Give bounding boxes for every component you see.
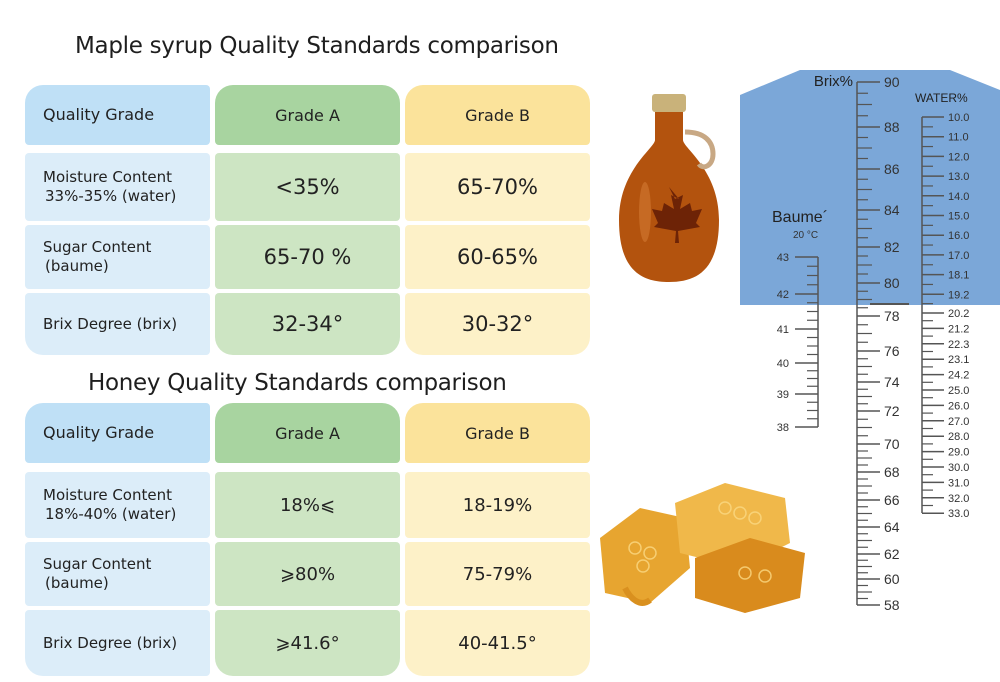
baume-tick-label: 40 bbox=[777, 358, 789, 370]
water-tick-label: 31.0 bbox=[948, 477, 969, 489]
row-sublabel: 18%-40% (water) bbox=[45, 505, 177, 523]
maple-row-label: Sugar Content (baume) bbox=[25, 225, 210, 289]
maple-row-label: Brix Degree (brix) bbox=[25, 293, 210, 355]
water-tick-label: 20.2 bbox=[948, 308, 969, 320]
water-tick-label: 27.0 bbox=[948, 416, 969, 428]
water-tick-label: 26.0 bbox=[948, 400, 969, 412]
maple-row-label: Moisture Content 33%-35% (water) bbox=[25, 153, 210, 221]
brix-tick-label: 74 bbox=[884, 374, 900, 390]
water-tick-label: 28.0 bbox=[948, 431, 969, 443]
brix-tick-label: 88 bbox=[884, 119, 900, 135]
water-tick-label: 23.1 bbox=[948, 354, 969, 366]
brix-tick-label: 78 bbox=[884, 308, 900, 324]
honey-grade-b-value: 40-41.5° bbox=[405, 610, 590, 676]
water-tick-label: 24.2 bbox=[948, 370, 969, 382]
water-tick-label: 25.0 bbox=[948, 385, 969, 397]
row-label: Moisture Content bbox=[43, 168, 172, 187]
scale-window bbox=[740, 70, 1000, 305]
row-sublabel: (baume) bbox=[45, 574, 109, 592]
maple-header-0: Quality Grade bbox=[25, 85, 210, 145]
maple-grade-b-value: 65-70% bbox=[405, 153, 590, 221]
brix-tick-label: 80 bbox=[884, 275, 900, 291]
brix-tick-label: 72 bbox=[884, 403, 900, 419]
honey-header-2: Grade B bbox=[405, 403, 590, 463]
honey-grade-a-value: ⩾80% bbox=[215, 542, 400, 606]
brix-tick-label: 86 bbox=[884, 161, 900, 177]
row-label: Sugar Content bbox=[43, 555, 152, 574]
water-tick-label: 32.0 bbox=[948, 493, 969, 505]
honey-grade-b-value: 18-19% bbox=[405, 472, 590, 538]
maple-header-2: Grade B bbox=[405, 85, 590, 145]
maple-grade-a-value: 32-34° bbox=[215, 293, 400, 355]
row-label: Sugar Content bbox=[43, 238, 152, 257]
water-tick-label: 15.0 bbox=[948, 211, 969, 223]
honey-row-label: Sugar Content (baume) bbox=[25, 542, 210, 606]
water-tick-label: 21.2 bbox=[948, 323, 969, 335]
brix-tick-label: 84 bbox=[884, 202, 900, 218]
maple-grade-b-value: 60-65% bbox=[405, 225, 590, 289]
maple-title: Maple syrup Quality Standards comparison bbox=[75, 33, 559, 59]
honey-header-0: Quality Grade bbox=[25, 403, 210, 463]
brix-tick-label: 68 bbox=[884, 464, 900, 480]
honey-header-1: Grade A bbox=[215, 403, 400, 463]
honey-title: Honey Quality Standards comparison bbox=[88, 370, 507, 396]
water-tick-label: 22.3 bbox=[948, 339, 969, 351]
baume-tick-label: 42 bbox=[777, 289, 789, 301]
row-label: Brix Degree (brix) bbox=[43, 633, 178, 652]
honeycomb-image bbox=[600, 483, 805, 613]
brix-tick-label: 58 bbox=[884, 597, 900, 613]
brix-tick-label: 82 bbox=[884, 239, 900, 255]
brix-tick-label: 76 bbox=[884, 343, 900, 359]
water-tick-label: 30.0 bbox=[948, 462, 969, 474]
water-tick-label: 10.0 bbox=[948, 112, 969, 124]
row-label: Moisture Content bbox=[43, 486, 172, 505]
row-sublabel: (baume) bbox=[45, 257, 109, 275]
brix-label: Brix% bbox=[814, 73, 853, 90]
water-tick-label: 13.0 bbox=[948, 171, 969, 183]
honey-row-label: Brix Degree (brix) bbox=[25, 610, 210, 676]
baume-tick-label: 43 bbox=[777, 252, 789, 264]
baume-tick-label: 39 bbox=[777, 389, 789, 401]
brix-tick-label: 60 bbox=[884, 571, 900, 587]
row-sublabel: 33%-35% (water) bbox=[45, 187, 177, 205]
water-tick-label: 16.0 bbox=[948, 230, 969, 242]
maple-grade-a-value: 65-70 % bbox=[215, 225, 400, 289]
water-tick-label: 33.0 bbox=[948, 508, 969, 520]
brix-tick-label: 62 bbox=[884, 546, 900, 562]
maple-grade-b-value: 30-32° bbox=[405, 293, 590, 355]
baume-temp: 20 °C bbox=[793, 230, 818, 241]
maple-header-1: Grade A bbox=[215, 85, 400, 145]
water-tick-label: 18.1 bbox=[948, 270, 969, 282]
honey-row-label: Moisture Content 18%-40% (water) bbox=[25, 472, 210, 538]
maple-syrup-bottle-image bbox=[619, 94, 719, 282]
honey-grade-b-value: 75-79% bbox=[405, 542, 590, 606]
water-tick-label: 11.0 bbox=[948, 132, 969, 144]
row-label: Brix Degree (brix) bbox=[43, 314, 178, 333]
water-tick-label: 12.0 bbox=[948, 151, 969, 163]
water-tick-label: 29.0 bbox=[948, 447, 969, 459]
baume-tick-label: 38 bbox=[777, 422, 789, 434]
baume-label: Baume´ bbox=[772, 209, 828, 226]
brix-tick-label: 70 bbox=[884, 436, 900, 452]
honey-grade-a-value: ⩾41.6° bbox=[215, 610, 400, 676]
baume-tick-label: 41 bbox=[777, 324, 789, 336]
water-tick-label: 14.0 bbox=[948, 191, 969, 203]
water-tick-label: 19.2 bbox=[948, 289, 969, 301]
water-tick-label: 17.0 bbox=[948, 250, 969, 262]
maple-grade-a-value: <35% bbox=[215, 153, 400, 221]
brix-tick-label: 66 bbox=[884, 492, 900, 508]
brix-tick-label: 90 bbox=[884, 74, 900, 90]
water-label: WATER% bbox=[915, 91, 968, 105]
honey-grade-a-value: 18%⩽ bbox=[215, 472, 400, 538]
brix-tick-label: 64 bbox=[884, 519, 900, 535]
